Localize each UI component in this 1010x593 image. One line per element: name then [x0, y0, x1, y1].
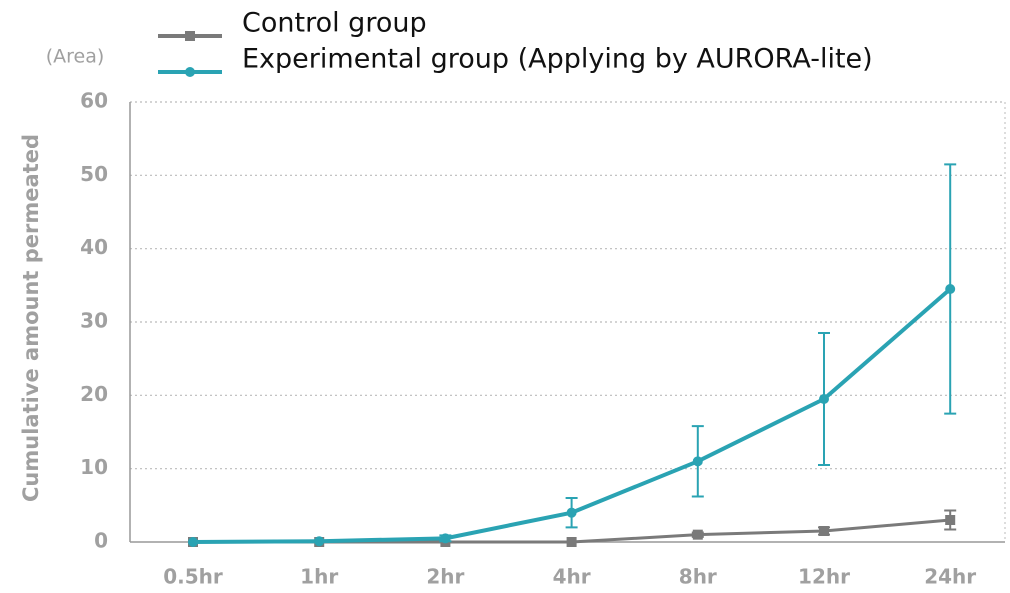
x-tick-label: 1hr — [300, 565, 338, 589]
point — [945, 515, 956, 525]
x-tick-label: 2hr — [426, 565, 464, 589]
x-tick-label: 8hr — [679, 565, 717, 589]
legend-label: Control group — [242, 8, 427, 39]
point — [440, 533, 451, 544]
legend-marker — [185, 67, 195, 77]
point — [692, 456, 703, 467]
point — [819, 526, 829, 536]
x-tick-label: 4hr — [553, 565, 591, 589]
point — [692, 529, 703, 540]
y-tick-label: 60 — [80, 89, 108, 113]
y-unit: (Area) — [46, 46, 105, 68]
point — [566, 507, 577, 518]
legend-label: Experimental group (Applying by AURORA-l… — [242, 44, 873, 75]
y-axis-label: Cumulative amount permeated — [19, 134, 43, 502]
legend-marker — [185, 31, 195, 41]
point — [819, 394, 829, 404]
point — [566, 537, 577, 547]
x-tick-label: 24hr — [924, 565, 976, 589]
x-tick-label: 12hr — [798, 565, 850, 589]
y-tick-label: 20 — [80, 382, 108, 406]
point — [945, 284, 956, 294]
y-tick-label: 10 — [80, 455, 108, 479]
y-tick-label: 30 — [80, 309, 108, 333]
y-tick-label: 50 — [80, 162, 108, 186]
y-tick-label: 0 — [94, 529, 108, 553]
point — [188, 537, 198, 547]
point — [314, 536, 325, 547]
y-tick-label: 40 — [80, 235, 108, 259]
x-tick-label: 0.5hr — [163, 565, 223, 589]
